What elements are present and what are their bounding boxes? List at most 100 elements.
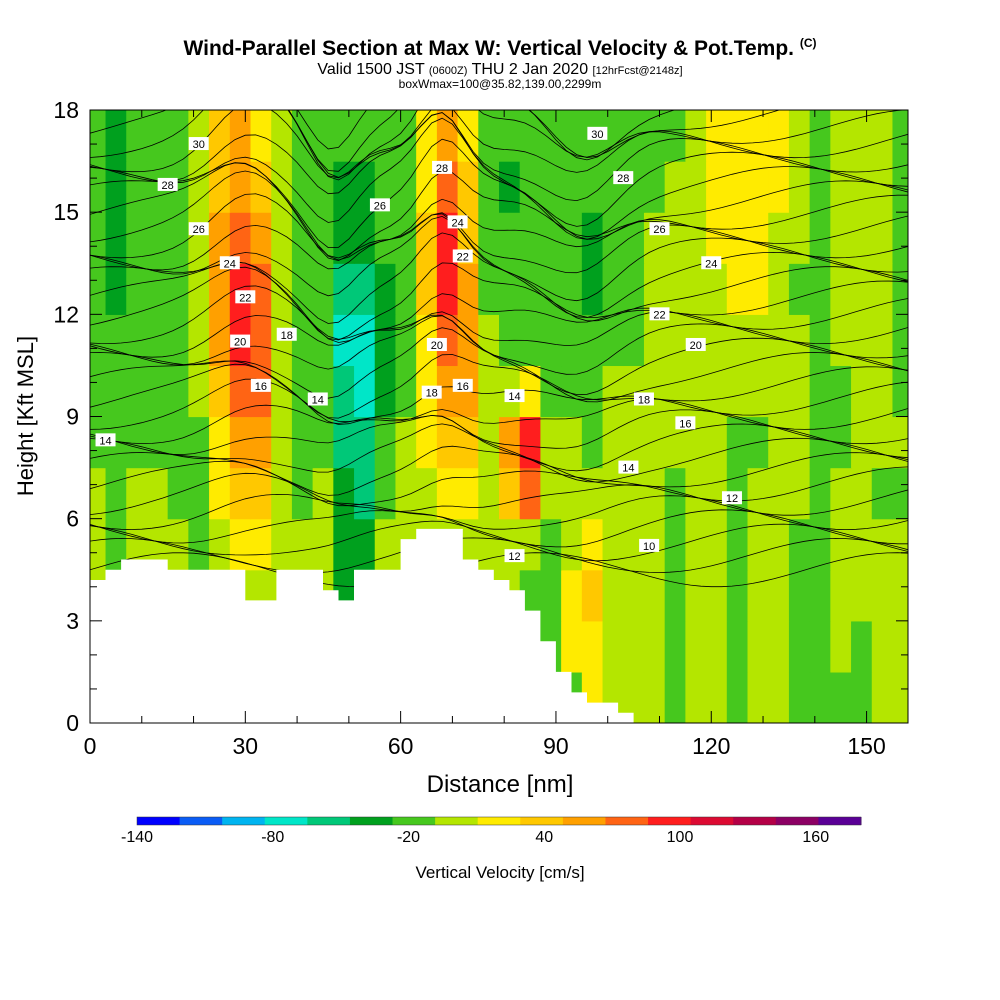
theta-contour-line xyxy=(90,363,908,425)
velocity-cell xyxy=(271,518,293,571)
velocity-cell xyxy=(892,416,908,469)
x-tick-label: 0 xyxy=(84,733,97,759)
velocity-cell xyxy=(354,365,376,418)
contour-label-text: 12 xyxy=(726,493,738,505)
velocity-cell xyxy=(354,212,376,264)
velocity-cell xyxy=(478,416,500,469)
contour-label-text: 14 xyxy=(99,435,111,447)
velocity-cell xyxy=(809,161,831,213)
velocity-cell xyxy=(416,212,438,264)
velocity-cell xyxy=(830,365,852,418)
velocity-cell xyxy=(540,518,562,571)
velocity-cell xyxy=(809,467,831,520)
velocity-cell xyxy=(561,518,583,571)
colorbar-swatch xyxy=(307,817,351,825)
contour-label: 16 xyxy=(452,378,473,393)
colorbar-title: Vertical Velocity [cm/s] xyxy=(415,863,585,882)
velocity-cell xyxy=(354,314,376,367)
velocity-cell xyxy=(312,467,334,520)
velocity-cell xyxy=(726,569,749,622)
contour-label: 24 xyxy=(447,215,468,229)
contour-label-text: 18 xyxy=(638,394,650,406)
contour-label: 14 xyxy=(307,392,328,406)
velocity-cell xyxy=(209,110,231,162)
contour-label: 26 xyxy=(369,198,390,212)
colorbar-swatch xyxy=(264,817,308,825)
velocity-cell xyxy=(871,620,894,673)
velocity-cell xyxy=(892,110,908,162)
y-tick-label: 3 xyxy=(66,608,79,634)
velocity-cell xyxy=(436,467,459,520)
velocity-cell xyxy=(851,518,873,571)
velocity-cell xyxy=(354,467,376,520)
velocity-cell xyxy=(664,569,686,622)
velocity-cell xyxy=(519,314,542,367)
velocity-cell xyxy=(126,518,148,571)
velocity-cell xyxy=(830,161,852,213)
velocity-cell xyxy=(685,161,707,213)
velocity-cell xyxy=(602,212,624,264)
theta-contour-line xyxy=(90,285,908,347)
x-tick-label: 150 xyxy=(847,733,885,759)
velocity-cell xyxy=(146,263,169,315)
velocity-cell xyxy=(871,212,894,264)
velocity-cell xyxy=(540,263,562,315)
theta-contour-line xyxy=(288,110,781,172)
velocity-cell xyxy=(706,365,728,418)
velocity-cell xyxy=(250,161,272,213)
velocity-cell xyxy=(726,314,749,367)
velocity-cell xyxy=(892,365,908,418)
velocity-cell xyxy=(851,263,873,315)
velocity-cell xyxy=(561,110,583,162)
velocity-cell xyxy=(395,212,417,264)
velocity-cell xyxy=(830,620,852,673)
contour-label-text: 18 xyxy=(426,388,438,400)
velocity-cell xyxy=(167,212,189,264)
velocity-cell xyxy=(519,263,542,315)
velocity-cell xyxy=(643,263,666,315)
velocity-cell xyxy=(519,365,542,418)
velocity-cell xyxy=(581,620,604,673)
contour-label: 30 xyxy=(188,137,209,151)
velocity-cell xyxy=(416,416,438,469)
velocity-cell xyxy=(167,365,189,418)
velocity-cell xyxy=(706,467,728,520)
velocity-cell xyxy=(90,518,107,571)
velocity-cell xyxy=(395,467,417,520)
velocity-cell xyxy=(664,314,686,367)
velocity-cell xyxy=(623,569,645,622)
velocity-cell xyxy=(519,161,542,213)
velocity-cell xyxy=(519,416,542,469)
contour-label-text: 24 xyxy=(224,258,236,270)
velocity-cell xyxy=(146,314,169,367)
contour-label-text: 18 xyxy=(281,330,293,342)
terrain-mask xyxy=(90,528,908,723)
velocity-cell xyxy=(209,467,231,520)
velocity-cell xyxy=(623,620,645,673)
velocity-cell xyxy=(540,110,562,162)
velocity-cell xyxy=(643,110,666,162)
contour-label-text: 24 xyxy=(705,258,717,270)
contour-label-text: 10 xyxy=(643,541,655,553)
velocity-cell xyxy=(229,212,252,264)
contour-label-text: 30 xyxy=(193,139,205,151)
velocity-cell xyxy=(416,314,438,367)
velocity-cell xyxy=(188,110,210,162)
velocity-cell xyxy=(146,110,169,162)
contour-label-text: 26 xyxy=(193,224,205,236)
velocity-cell xyxy=(209,263,231,315)
velocity-cell xyxy=(809,518,831,571)
velocity-cell xyxy=(602,161,624,213)
velocity-cell xyxy=(291,416,314,469)
velocity-cell xyxy=(768,161,790,213)
velocity-cell xyxy=(105,467,127,520)
velocity-cell xyxy=(685,671,707,723)
velocity-cell xyxy=(768,518,790,571)
velocity-cell xyxy=(602,416,624,469)
velocity-cell xyxy=(436,416,459,469)
velocity-cell xyxy=(706,518,728,571)
velocity-cell xyxy=(664,671,686,723)
velocity-cell xyxy=(643,365,666,418)
velocity-cell xyxy=(726,671,749,723)
title-copyright: (C) xyxy=(799,36,817,50)
